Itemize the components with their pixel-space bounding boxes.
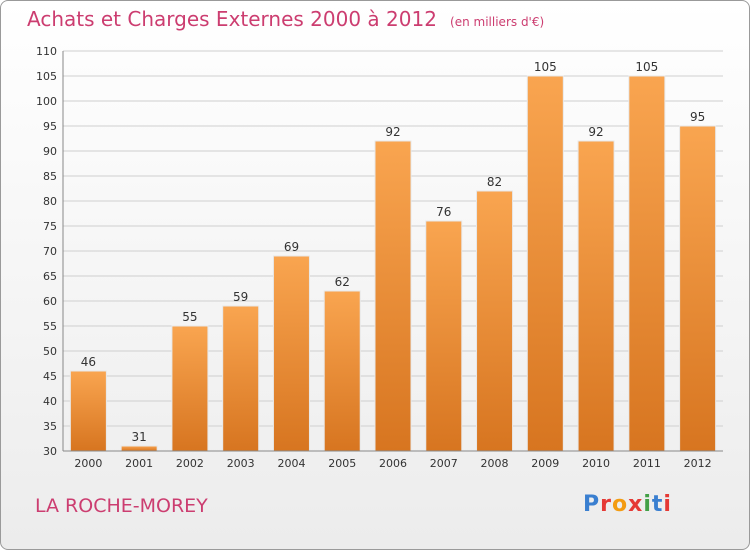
- x-tick-label: 2010: [582, 457, 610, 470]
- x-tick-label: 2001: [125, 457, 153, 470]
- bar-2010: [577, 140, 615, 452]
- y-tick-label: 105: [36, 70, 57, 83]
- y-tick-label: 90: [43, 145, 57, 158]
- logo-letter: t: [651, 492, 664, 517]
- x-tick-label: 2009: [531, 457, 559, 470]
- bar-2006: [374, 140, 412, 452]
- y-tick-label: 60: [43, 295, 57, 308]
- x-tick-label: 2000: [74, 457, 102, 470]
- data-label: 76: [436, 205, 451, 219]
- y-tick-label: 30: [43, 445, 57, 458]
- data-label: 92: [588, 125, 603, 139]
- data-label: 95: [690, 110, 705, 124]
- y-tick-label: 110: [36, 45, 57, 58]
- data-label: 59: [233, 290, 248, 304]
- y-tick-label: 70: [43, 245, 57, 258]
- axes: [62, 51, 723, 452]
- logo-letter: i: [663, 492, 672, 517]
- data-label: 46: [81, 355, 96, 369]
- data-label: 55: [182, 310, 197, 324]
- y-tick-labels: 30 35 40 45 50 55 60 65 70 75 80 85 90 95 100 105 110: [36, 45, 57, 458]
- bar-2009: [526, 75, 564, 452]
- bar-2001: [120, 445, 158, 452]
- data-label: 69: [284, 240, 299, 254]
- bar-2004: [272, 255, 310, 452]
- chart-unit: (en milliers d'€): [450, 15, 545, 29]
- y-tick-label: 85: [43, 170, 57, 183]
- bars: [69, 75, 717, 452]
- data-labels: 46 31 55 59 69 62 92 76 82 105 92 105 95: [81, 60, 706, 444]
- bar-2000: [69, 370, 107, 452]
- data-label: 82: [487, 175, 502, 189]
- x-tick-label: 2003: [227, 457, 255, 470]
- x-tick-label: 2006: [379, 457, 407, 470]
- logo-letter: P: [583, 492, 601, 517]
- bar-2005: [323, 290, 361, 452]
- bar-2011: [628, 75, 666, 452]
- logo-letter: o: [611, 492, 629, 517]
- chart-title: Achats et Charges Externes 2000 à 2012 (…: [27, 7, 544, 31]
- data-label: 92: [385, 125, 400, 139]
- data-label: 31: [132, 430, 147, 444]
- bar-2012: [679, 125, 717, 452]
- x-tick-label: 2002: [176, 457, 204, 470]
- y-tick-label: 35: [43, 420, 57, 433]
- x-tick-label: 2005: [328, 457, 356, 470]
- y-tick-label: 80: [43, 195, 57, 208]
- proxiti-logo: Proxiti: [583, 492, 672, 517]
- chart-title-text: Achats et Charges Externes 2000 à 2012: [27, 7, 437, 31]
- x-tick-label: 2008: [481, 457, 509, 470]
- y-tick-label: 100: [36, 95, 57, 108]
- bar-2003: [222, 305, 260, 452]
- bar-2002: [171, 325, 209, 452]
- logo-letter: x: [628, 492, 644, 517]
- x-tick-label: 2007: [430, 457, 458, 470]
- x-tick-labels: 2000 2001 2002 2003 2004 2005 2006 2007 2008 2009…: [74, 457, 711, 470]
- commune-name: LA ROCHE-MOREY: [35, 495, 208, 517]
- y-tick-label: 50: [43, 345, 57, 358]
- bar-2008: [476, 190, 514, 452]
- y-tick-label: 45: [43, 370, 57, 383]
- y-tick-label: 40: [43, 395, 57, 408]
- data-label: 105: [534, 60, 557, 74]
- y-tick-label: 95: [43, 120, 57, 133]
- y-tick-label: 75: [43, 220, 57, 233]
- x-tick-label: 2011: [633, 457, 661, 470]
- bar-2007: [425, 220, 463, 452]
- logo-letter: i: [643, 492, 652, 517]
- x-tick-label: 2004: [277, 457, 305, 470]
- data-label: 62: [335, 275, 350, 289]
- data-label: 105: [635, 60, 658, 74]
- logo-letter: r: [600, 492, 612, 517]
- x-tick-label: 2012: [684, 457, 712, 470]
- y-tick-label: 55: [43, 320, 57, 333]
- y-tick-label: 65: [43, 270, 57, 283]
- bar-chart: 30 35 40 45 50 55 60 65 70 75 80 85 90 95 100 105 110 20…: [36, 45, 723, 470]
